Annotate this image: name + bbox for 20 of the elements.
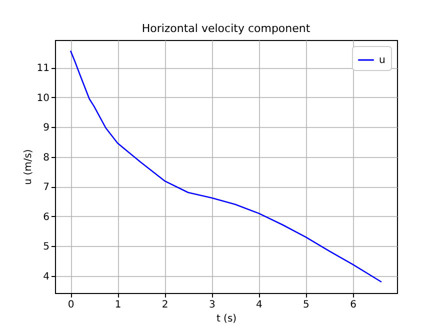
y-tick-label: 6: [43, 212, 50, 223]
x-tick-label: 3: [208, 300, 216, 310]
x-tick-label: 1: [114, 300, 122, 310]
line-series: [70, 50, 382, 283]
y-tick-label: 11: [36, 63, 50, 74]
x-tick-label: 4: [256, 300, 262, 310]
x-tick-label: 0: [68, 300, 74, 310]
y-tick-label: 7: [43, 182, 50, 194]
x-tick-label: 2: [162, 300, 168, 310]
y-tick-label: 9: [43, 122, 50, 134]
legend-label: u: [379, 55, 386, 66]
x-tick-label: 5: [303, 300, 310, 310]
y-tick-label: 10: [36, 92, 50, 104]
x-tick-label: 6: [350, 300, 356, 310]
y-tick-label: 4: [43, 271, 50, 282]
x-axis-title: t (s): [216, 314, 237, 324]
chart-title: Horizontal velocity component: [142, 22, 311, 35]
y-axis-title: u (m/s): [22, 149, 34, 185]
y-tick-label: 5: [43, 242, 50, 253]
y-tick-label: 8: [43, 152, 50, 164]
